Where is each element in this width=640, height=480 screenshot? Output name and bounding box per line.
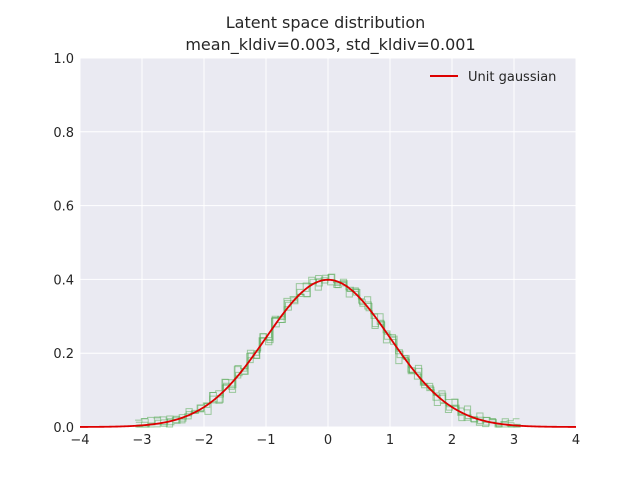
x-tick-label: 2 (448, 433, 456, 448)
chart-subtitle: mean_kldiv=0.003, std_kldiv=0.001 (185, 35, 475, 55)
x-tick-label: −3 (132, 433, 151, 448)
histogram-outline (135, 276, 520, 424)
x-tick-label: 1 (386, 433, 394, 448)
y-tick-label: 0.4 (53, 273, 74, 288)
x-tick-label: 3 (510, 433, 518, 448)
y-tick-label: 1.0 (53, 52, 74, 67)
histogram-outline (135, 279, 520, 428)
grid (79, 57, 577, 428)
chart-title: Latent space distribution (226, 13, 426, 32)
legend-label-unit-gaussian: Unit gaussian (468, 70, 556, 85)
series-line-unit-gaussian (80, 278, 576, 428)
x-tick-label: −2 (194, 433, 213, 448)
y-tick-label: 0.2 (53, 347, 74, 362)
x-tick-label: 4 (572, 433, 580, 448)
histogram-layer (135, 273, 522, 428)
x-tick-label: 0 (324, 433, 332, 448)
y-axis: 0.0 0.2 0.4 0.6 0.8 1.0 (53, 52, 74, 436)
legend: Unit gaussian (430, 70, 556, 85)
y-tick-label: 0.6 (53, 200, 74, 215)
x-tick-label: −1 (256, 433, 275, 448)
x-axis: −4 −3 −2 −1 0 1 2 3 4 (70, 433, 580, 448)
x-tick-label: −4 (70, 433, 89, 448)
y-tick-label: 0.0 (53, 421, 74, 436)
y-tick-label: 0.8 (53, 126, 74, 141)
